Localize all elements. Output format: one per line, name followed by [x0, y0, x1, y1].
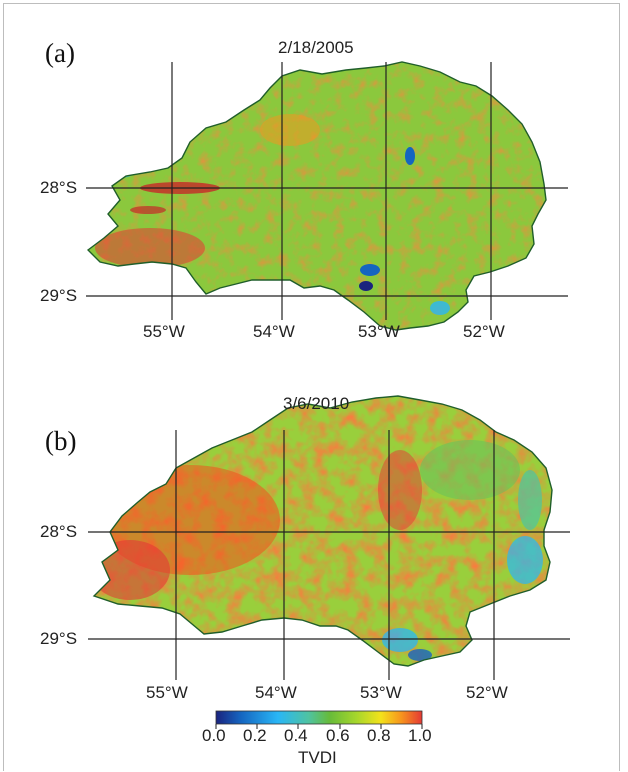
lat-label-29s-b: 29°S: [40, 629, 78, 648]
lon-label-53w-b: 53°W: [360, 683, 402, 702]
lon-label-55w-a: 55°W: [143, 322, 185, 341]
colorbar-tick-label: 0.8: [367, 726, 391, 745]
colorbar-tick-label: 0.6: [326, 726, 350, 745]
colorbar: [215, 710, 423, 725]
gridlines-b: [88, 430, 570, 680]
map-b: [93, 395, 553, 667]
figure-frame: [3, 3, 620, 771]
lon-label-52w-a: 52°W: [463, 322, 505, 341]
gridlines-a: [86, 62, 568, 320]
lon-label-55w-b: 55°W: [146, 683, 188, 702]
map-a: [87, 61, 547, 331]
colorbar-tick-label: 0.0: [202, 726, 226, 745]
date-a: 2/18/2005: [278, 38, 354, 57]
lon-label-52w-b: 52°W: [466, 683, 508, 702]
lat-label-29s-a: 29°S: [40, 286, 78, 305]
colorbar-tick-label: 1.0: [408, 726, 432, 745]
lat-label-28s-a: 28°S: [40, 178, 78, 197]
colorbar-tick-label: 0.2: [243, 726, 267, 745]
date-b: 3/6/2010: [283, 394, 350, 413]
colorbar-ticks: [215, 724, 423, 729]
colorbar-tick-label: 0.4: [284, 726, 308, 745]
lon-label-53w-a: 53°W: [358, 322, 400, 341]
colorbar-title: TVDI: [298, 748, 337, 767]
lon-label-54w-a: 54°W: [253, 322, 295, 341]
lon-label-54w-b: 54°W: [255, 683, 297, 702]
panel-label-a: (a): [45, 38, 75, 68]
panel-label-b: (b): [45, 426, 77, 456]
lat-label-28s-b: 28°S: [40, 522, 78, 541]
